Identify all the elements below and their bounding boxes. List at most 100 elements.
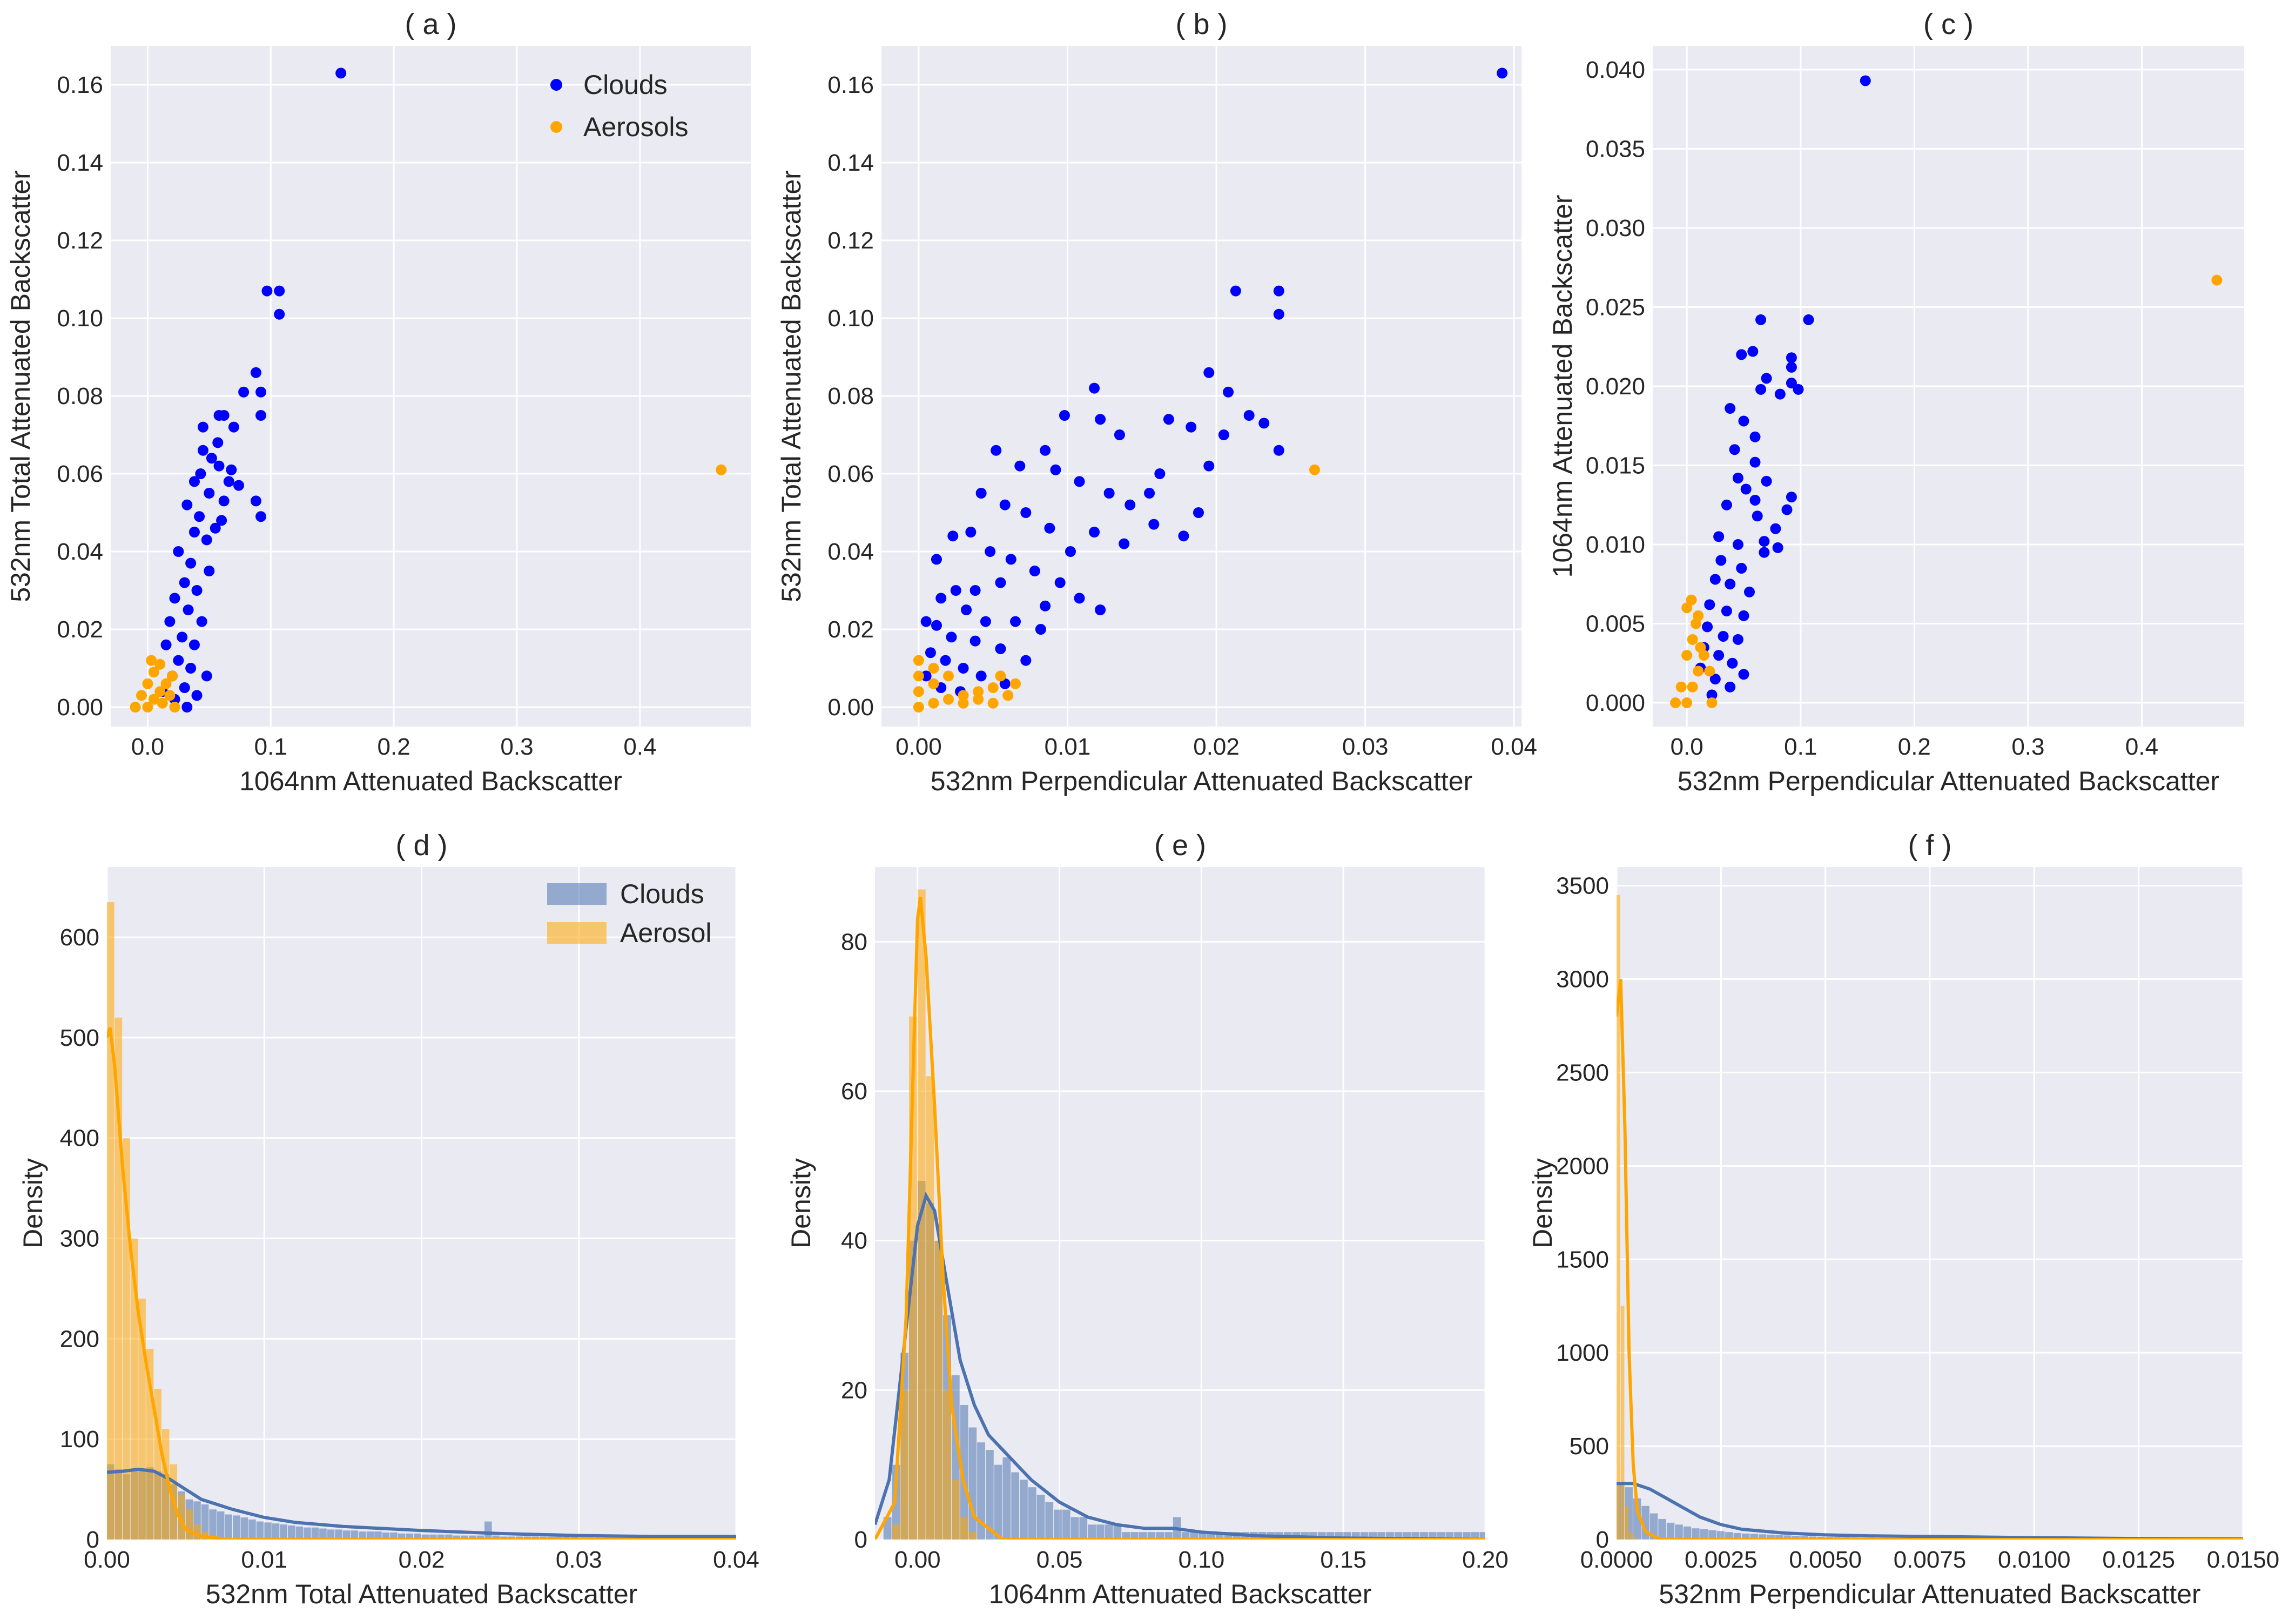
scatter-point bbox=[274, 308, 285, 320]
histogram-bar bbox=[492, 1535, 500, 1540]
scatter-point bbox=[1786, 492, 1797, 503]
scatter-point bbox=[975, 670, 987, 682]
scatter-point bbox=[913, 670, 924, 682]
scatter-point bbox=[980, 616, 991, 627]
histogram-bar bbox=[351, 1530, 358, 1540]
histogram-bar bbox=[311, 1527, 319, 1540]
histogram-bar bbox=[1020, 1480, 1028, 1540]
histogram-bar bbox=[217, 1511, 225, 1540]
y-tick-label: 0.12 bbox=[827, 227, 874, 254]
histogram-bar bbox=[130, 1238, 138, 1540]
scatter-point bbox=[250, 367, 261, 378]
histogram-bar bbox=[943, 1390, 951, 1540]
scatter-point bbox=[1114, 429, 1125, 440]
scatter-point bbox=[940, 655, 951, 666]
histogram-bar bbox=[1471, 1532, 1479, 1540]
plot-area bbox=[111, 46, 751, 727]
scatter-point bbox=[1704, 599, 1715, 610]
scatter-point bbox=[1681, 650, 1693, 661]
scatter-point bbox=[255, 410, 267, 421]
y-tick-label: 0.025 bbox=[1586, 294, 1645, 320]
scatter-point bbox=[1005, 554, 1016, 565]
x-tick-label: 0.02 bbox=[399, 1547, 445, 1573]
scatter-point bbox=[1713, 650, 1725, 661]
scatter-point bbox=[196, 616, 207, 627]
histogram-bar bbox=[437, 1534, 445, 1540]
histogram-bar bbox=[1139, 1532, 1147, 1540]
histogram-bar bbox=[985, 1450, 994, 1540]
scatter-point bbox=[995, 643, 1006, 654]
scatter-point bbox=[958, 663, 969, 674]
scatter-point bbox=[1687, 681, 1698, 693]
scatter-point bbox=[1089, 382, 1100, 394]
scatter-point bbox=[920, 616, 932, 627]
histogram-bar bbox=[1625, 1506, 1629, 1540]
y-tick-label: 0.10 bbox=[57, 305, 103, 332]
panel-f: 0.0000 0.0025 0.0050 0.0075 0.0100 0.0125 0.01… bbox=[1527, 829, 2279, 1609]
scatter-point bbox=[965, 527, 977, 537]
y-axis-label: Density bbox=[1527, 1158, 1558, 1248]
scatter-point bbox=[1273, 285, 1284, 297]
histogram-bar bbox=[287, 1525, 295, 1540]
scatter-point bbox=[169, 702, 180, 713]
histogram-bar bbox=[319, 1528, 327, 1540]
scatter-point bbox=[1747, 346, 1759, 357]
x-tick-label: 0.20 bbox=[1462, 1547, 1509, 1573]
histogram-bar bbox=[1036, 1495, 1045, 1540]
scatter-point bbox=[995, 670, 1006, 682]
y-tick-label: 0.020 bbox=[1586, 373, 1645, 400]
series-aerosols bbox=[130, 464, 727, 713]
y-tick-label: 0.04 bbox=[57, 539, 103, 565]
y-tick-label: 0.02 bbox=[827, 616, 874, 643]
scatter-point bbox=[947, 530, 959, 542]
scatter-point bbox=[1089, 527, 1100, 537]
x-tick-label: 0.2 bbox=[1898, 734, 1931, 760]
histogram-bar bbox=[1767, 1535, 1775, 1540]
scatter-point bbox=[142, 702, 153, 713]
scatter-point bbox=[1738, 415, 1749, 427]
histogram-bar bbox=[1637, 1539, 1641, 1540]
panel-c: 0.0 0.1 0.2 0.3 0.4 0.000 0.005 0.010 0.015 0.020… bbox=[1547, 8, 2244, 796]
histogram-bar bbox=[1733, 1533, 1741, 1540]
scatter-point bbox=[191, 690, 203, 701]
y-tick-label: 20 bbox=[841, 1377, 867, 1403]
scatter-point bbox=[1736, 562, 1747, 574]
scatter-point bbox=[226, 464, 237, 475]
scatter-point bbox=[179, 682, 190, 693]
histogram-bar bbox=[1130, 1532, 1139, 1540]
scatter-point bbox=[1010, 616, 1021, 627]
histogram-bar bbox=[1683, 1526, 1692, 1540]
legend-swatch-aerosol bbox=[547, 922, 607, 944]
histogram-bar bbox=[1700, 1529, 1708, 1540]
x-axis-label: 1064nm Attenuated Backscatter bbox=[239, 766, 622, 796]
scatter-point bbox=[1786, 361, 1797, 373]
scatter-point bbox=[928, 663, 939, 674]
scatter-point bbox=[250, 495, 261, 507]
panel-title: ( b ) bbox=[1175, 8, 1227, 41]
scatter-point bbox=[1715, 555, 1727, 566]
scatter-point bbox=[716, 464, 727, 475]
scatter-point bbox=[1144, 488, 1155, 499]
histogram-bar bbox=[209, 1509, 217, 1540]
scatter-point bbox=[185, 557, 197, 569]
scatter-point bbox=[961, 604, 972, 615]
scatter-point bbox=[1230, 285, 1241, 297]
scatter-point bbox=[164, 616, 176, 627]
histogram-bar bbox=[968, 1427, 977, 1540]
plot-marks bbox=[130, 68, 727, 713]
scatter-point bbox=[1095, 414, 1106, 425]
scatter-point bbox=[1732, 472, 1743, 483]
histogram-bar bbox=[1122, 1532, 1130, 1540]
scatter-point bbox=[1203, 460, 1215, 472]
scatter-point bbox=[183, 604, 194, 615]
histogram-bar bbox=[1011, 1472, 1020, 1540]
histogram-bar bbox=[406, 1533, 413, 1540]
scatter-point bbox=[164, 690, 176, 701]
scatter-point bbox=[255, 386, 267, 398]
scatter-point bbox=[142, 678, 153, 689]
legend-label-clouds: Clouds bbox=[583, 70, 668, 100]
x-tick-label: 0.1 bbox=[1784, 734, 1817, 760]
scatter-point bbox=[1738, 610, 1749, 621]
scatter-point bbox=[1759, 536, 1770, 547]
histogram-bar bbox=[445, 1534, 453, 1540]
